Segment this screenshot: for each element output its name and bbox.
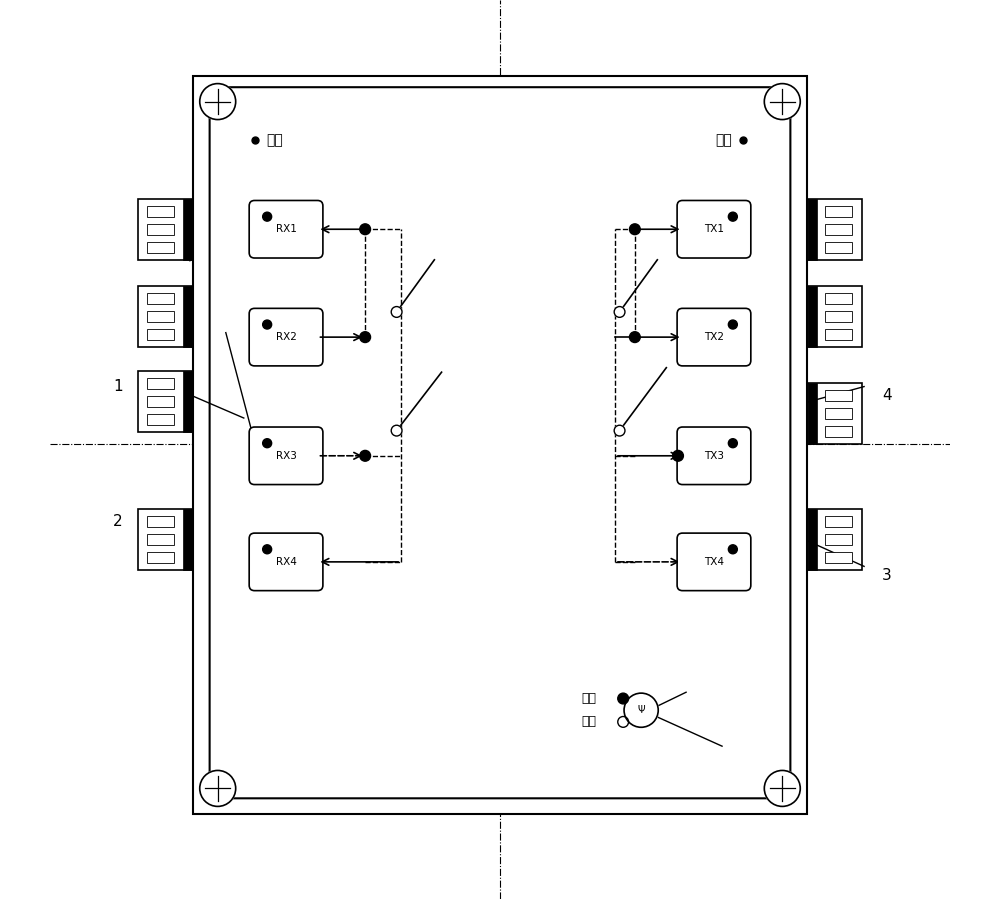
Bar: [138, 199, 192, 260]
Text: 4: 4: [882, 388, 891, 403]
Text: 1: 1: [113, 379, 123, 394]
Bar: [138, 286, 192, 347]
FancyBboxPatch shape: [249, 533, 323, 591]
Circle shape: [764, 770, 800, 806]
Circle shape: [728, 320, 737, 329]
Circle shape: [200, 84, 236, 120]
Text: TX3: TX3: [704, 450, 724, 461]
Circle shape: [263, 545, 272, 554]
FancyBboxPatch shape: [210, 87, 790, 798]
Circle shape: [391, 307, 402, 317]
Bar: [183, 199, 192, 260]
Circle shape: [728, 212, 737, 221]
Bar: [808, 286, 862, 347]
Circle shape: [728, 439, 737, 448]
Bar: [808, 509, 862, 570]
Circle shape: [614, 425, 625, 436]
Bar: [825, 311, 852, 322]
Bar: [825, 408, 852, 419]
Circle shape: [263, 212, 272, 221]
Bar: [183, 509, 192, 570]
Bar: [147, 378, 174, 389]
Text: RX3: RX3: [276, 450, 296, 461]
Text: 测试: 测试: [581, 716, 596, 728]
Bar: [147, 329, 174, 340]
Circle shape: [728, 545, 737, 554]
FancyBboxPatch shape: [677, 427, 751, 485]
Circle shape: [391, 425, 402, 436]
Text: TX2: TX2: [704, 332, 724, 343]
Text: 闭锁: 闭锁: [715, 133, 732, 147]
Circle shape: [624, 693, 658, 727]
Bar: [138, 509, 192, 570]
Circle shape: [263, 320, 272, 329]
Bar: [147, 242, 174, 253]
Bar: [808, 286, 817, 347]
Bar: [808, 383, 817, 444]
Circle shape: [629, 332, 640, 343]
Bar: [808, 199, 862, 260]
Bar: [808, 199, 817, 260]
Bar: [147, 414, 174, 425]
Circle shape: [200, 770, 236, 806]
Bar: [147, 224, 174, 235]
Bar: [138, 371, 192, 432]
Bar: [825, 426, 852, 437]
Circle shape: [263, 439, 272, 448]
FancyBboxPatch shape: [677, 200, 751, 258]
FancyBboxPatch shape: [677, 308, 751, 366]
Bar: [147, 293, 174, 304]
Bar: [825, 242, 852, 253]
Bar: [147, 311, 174, 322]
Text: RX4: RX4: [276, 556, 296, 567]
Circle shape: [614, 307, 625, 317]
Text: TX1: TX1: [704, 224, 724, 235]
Bar: [825, 206, 852, 217]
Bar: [147, 516, 174, 527]
Bar: [147, 206, 174, 217]
FancyBboxPatch shape: [677, 533, 751, 591]
Text: 运行: 运行: [581, 692, 596, 705]
Text: 3: 3: [882, 568, 891, 583]
Bar: [193, 76, 807, 814]
Bar: [825, 390, 852, 401]
Bar: [808, 383, 862, 444]
Bar: [825, 552, 852, 563]
FancyBboxPatch shape: [249, 308, 323, 366]
Text: RX2: RX2: [276, 332, 296, 343]
Text: Ψ: Ψ: [637, 705, 645, 716]
Bar: [183, 371, 192, 432]
Text: 电源: 电源: [266, 133, 283, 147]
Circle shape: [618, 693, 629, 704]
Circle shape: [629, 224, 640, 235]
FancyBboxPatch shape: [249, 200, 323, 258]
Circle shape: [360, 332, 371, 343]
Circle shape: [360, 224, 371, 235]
Text: TX4: TX4: [704, 556, 724, 567]
FancyBboxPatch shape: [249, 427, 323, 485]
Bar: [825, 224, 852, 235]
Circle shape: [764, 84, 800, 120]
Circle shape: [360, 450, 371, 461]
Bar: [825, 293, 852, 304]
Bar: [825, 329, 852, 340]
Bar: [808, 509, 817, 570]
Bar: [183, 286, 192, 347]
Text: RX1: RX1: [276, 224, 296, 235]
Bar: [825, 534, 852, 545]
Text: 2: 2: [113, 514, 123, 529]
Bar: [147, 534, 174, 545]
Circle shape: [618, 717, 629, 727]
Bar: [147, 552, 174, 563]
Bar: [825, 516, 852, 527]
Circle shape: [673, 450, 683, 461]
Bar: [147, 396, 174, 407]
